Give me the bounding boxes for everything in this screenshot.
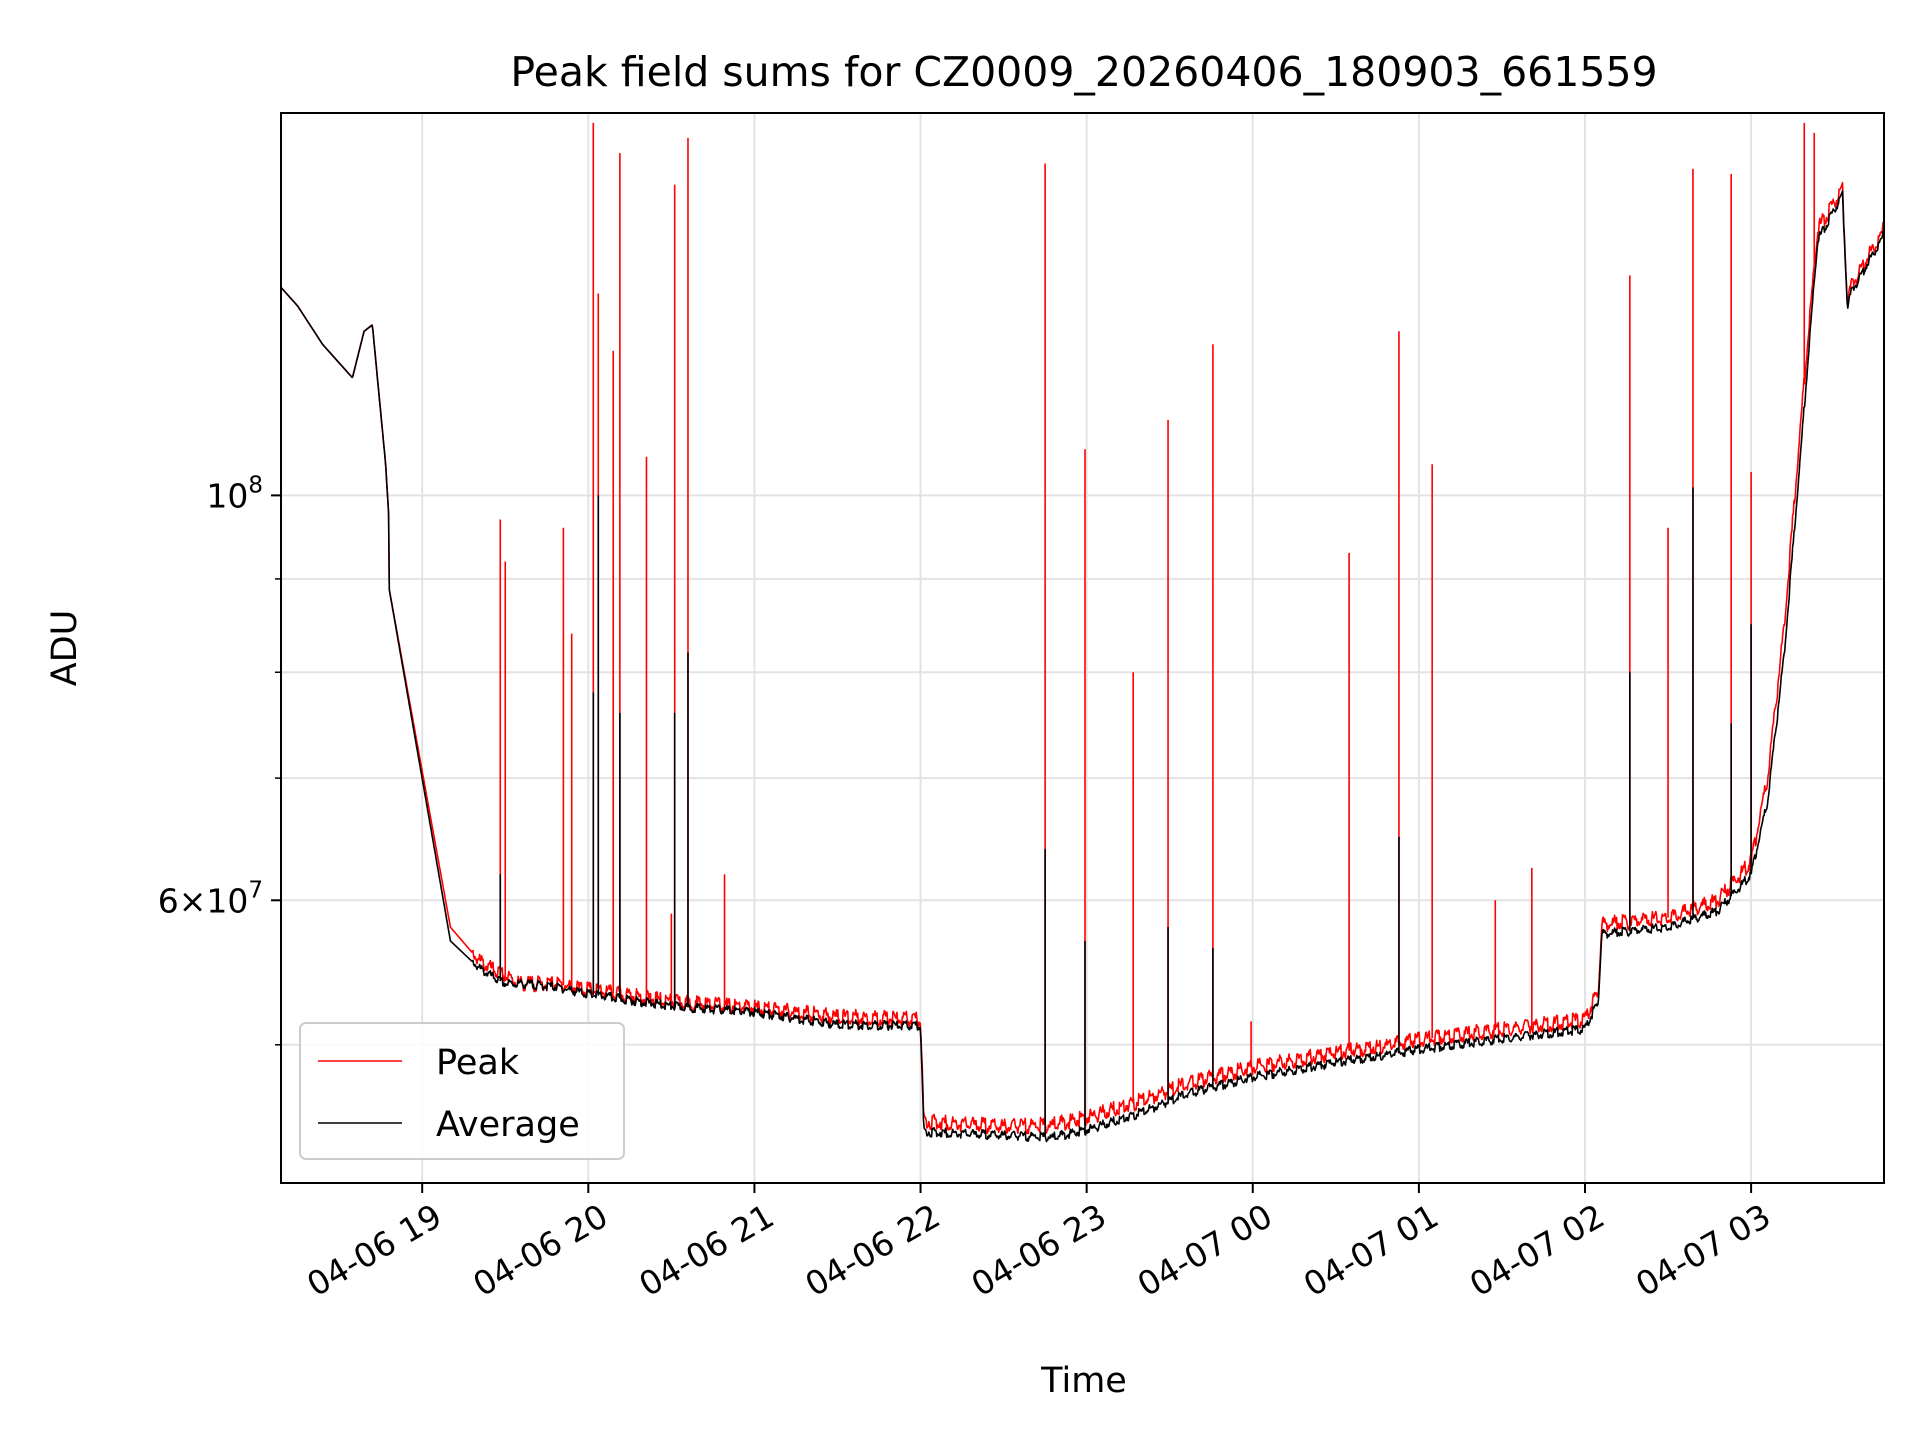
legend: Peak Average bbox=[299, 1022, 625, 1160]
y-axis: 108 6×107 bbox=[158, 472, 281, 1046]
plot-frame bbox=[280, 112, 1885, 1184]
series-layer bbox=[281, 122, 1884, 1143]
legend-label-peak: Peak bbox=[436, 1043, 520, 1083]
y-tick-label: 6×107 bbox=[158, 877, 263, 920]
y-axis-label: ADU bbox=[45, 610, 85, 687]
y-tick-label: 108 bbox=[206, 472, 263, 515]
legend-label-average: Average bbox=[436, 1105, 580, 1145]
legend-box bbox=[299, 1022, 625, 1160]
series-line-peak bbox=[281, 181, 1884, 1135]
chart-title: Peak field sums for CZ0009_20260406_1809… bbox=[510, 48, 1657, 96]
x-axis-label: Time bbox=[1040, 1361, 1127, 1401]
series-line-average bbox=[281, 190, 1884, 1143]
